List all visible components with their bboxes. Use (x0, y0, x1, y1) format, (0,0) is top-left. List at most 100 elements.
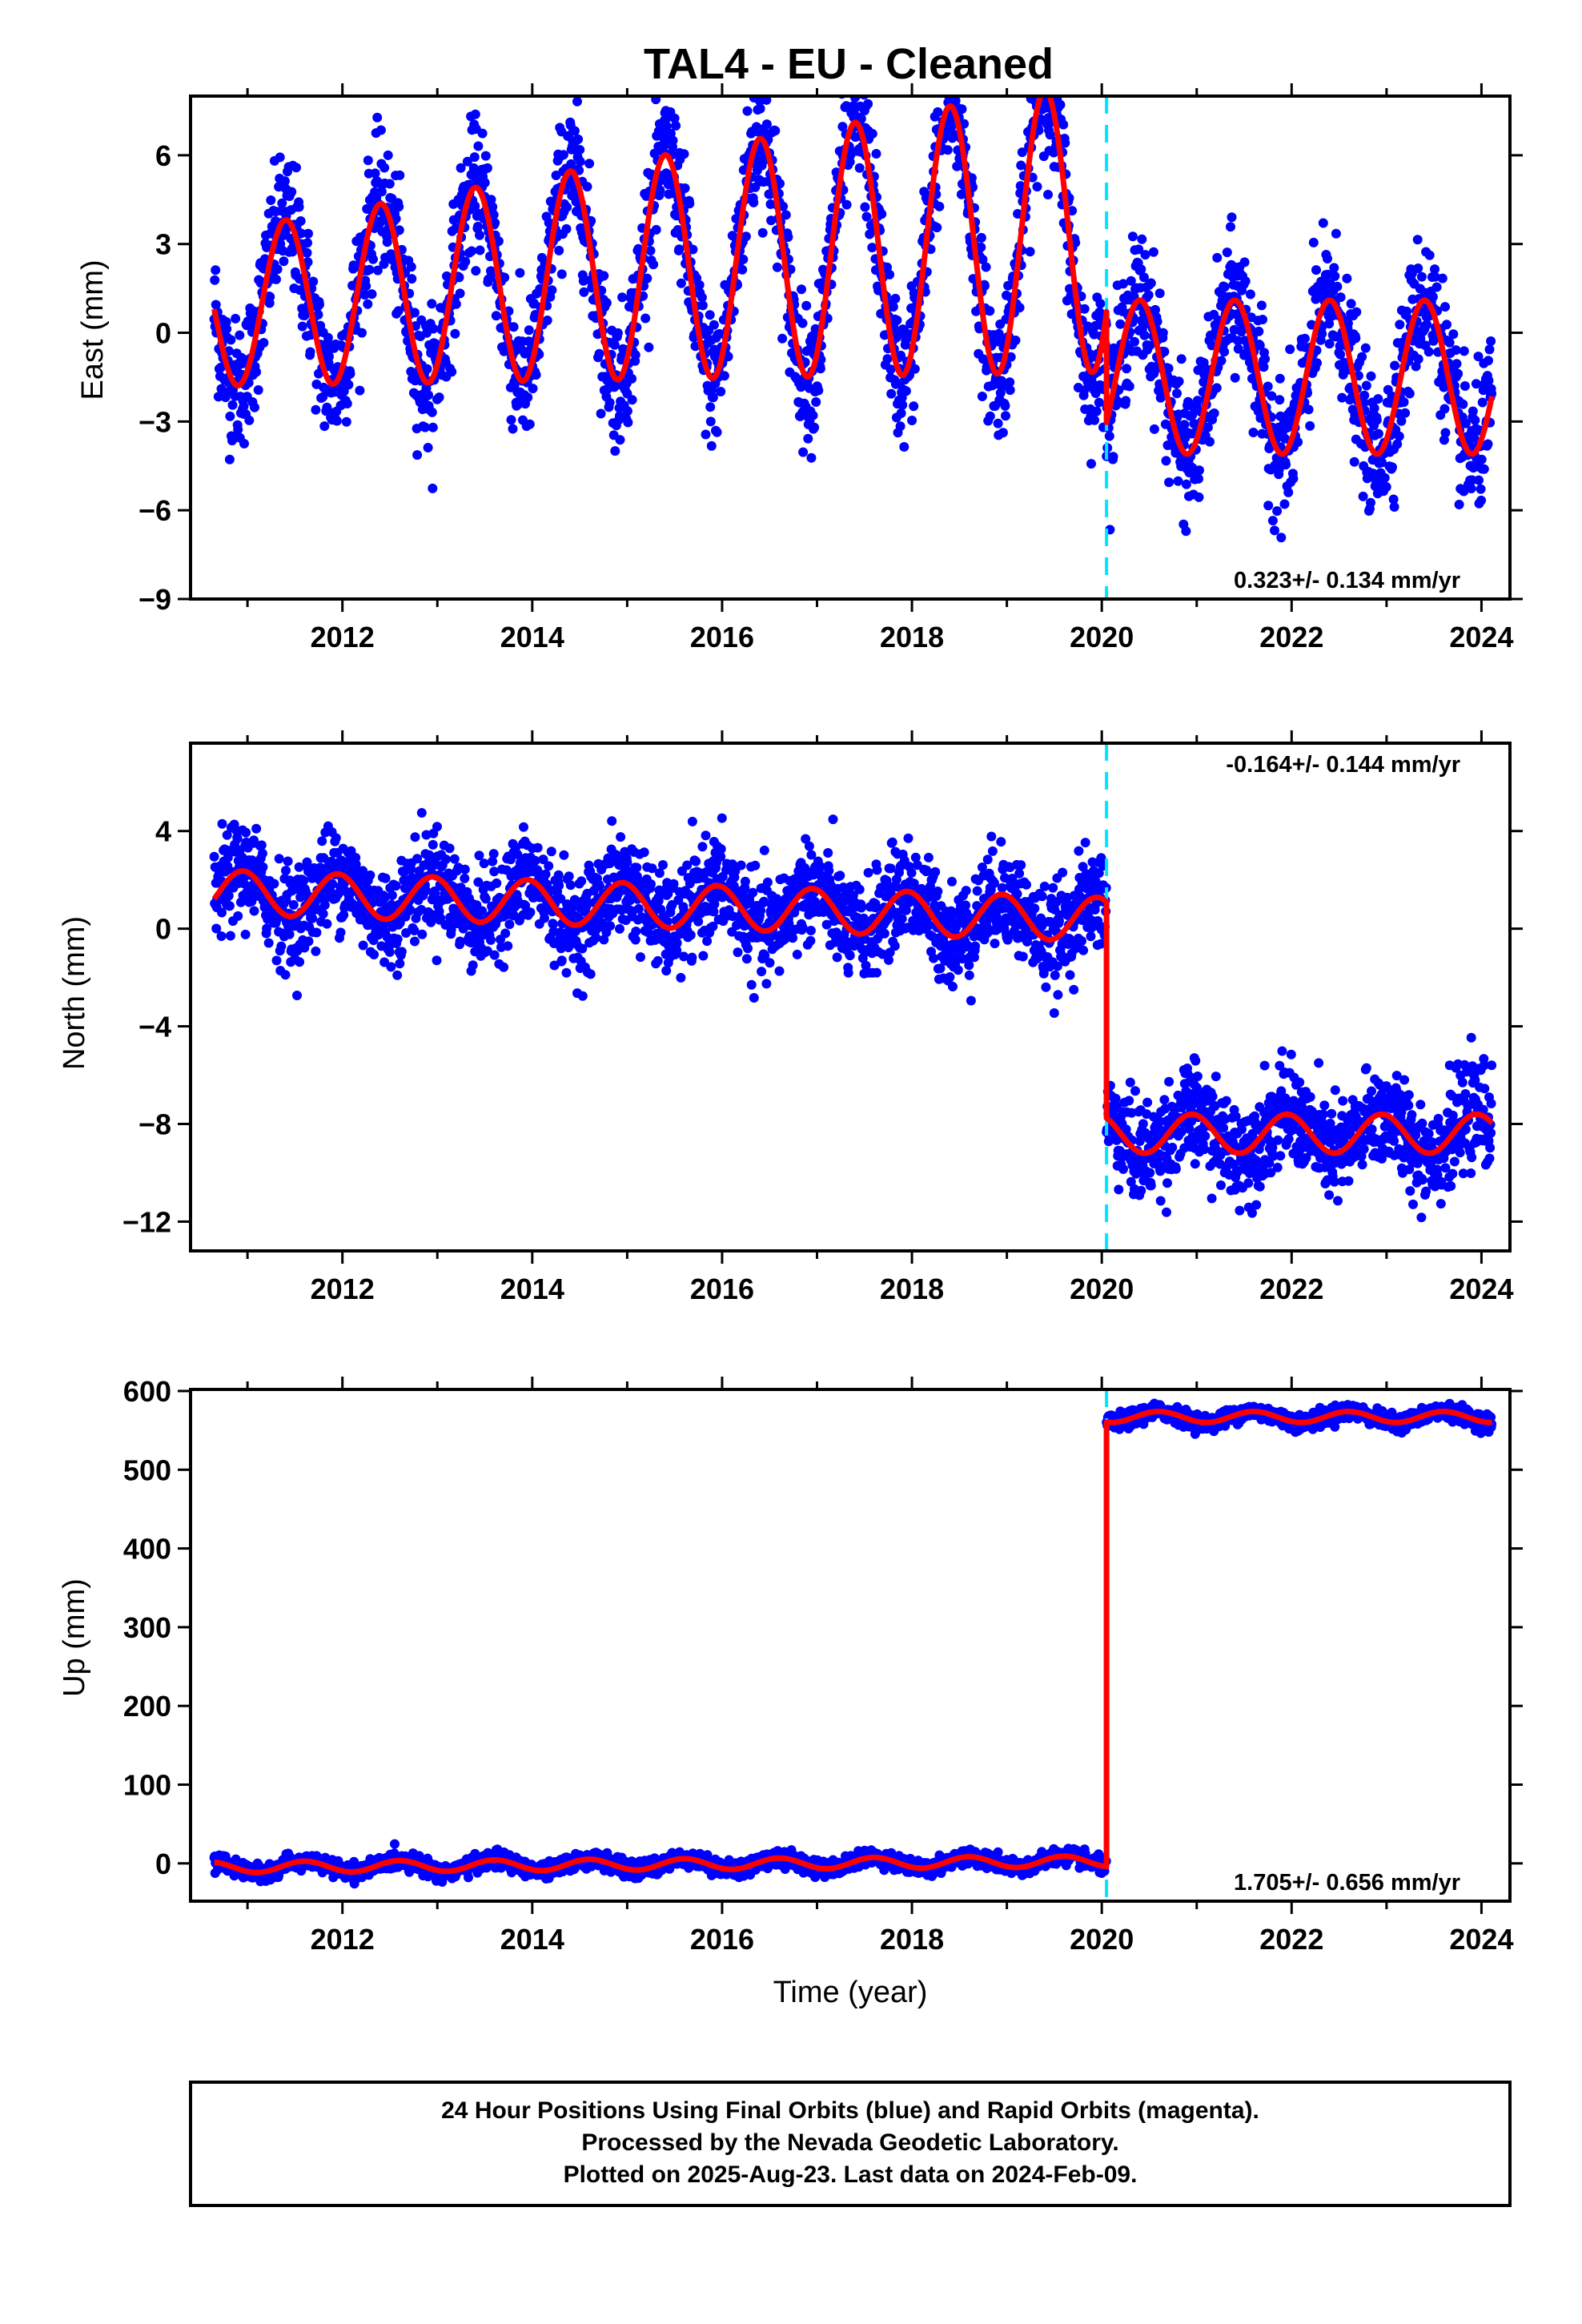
east-data-point (694, 279, 705, 290)
east-data-point (1470, 415, 1480, 425)
east-data-point (1476, 454, 1487, 464)
east-data-point (394, 225, 404, 235)
north-data-point (774, 966, 785, 976)
east-ytick-label: 6 (155, 139, 171, 172)
east-data-point (815, 364, 825, 374)
north-data-point (217, 907, 227, 918)
east-data-point (871, 149, 881, 159)
north-data-point (223, 891, 234, 901)
east-ylabel: East (mm) (76, 259, 110, 400)
east-data-point (250, 402, 259, 412)
east-data-point (1154, 288, 1165, 299)
east-data-point (899, 442, 909, 452)
north-data-point (387, 891, 397, 900)
east-data-point (719, 371, 729, 381)
east-data-point (1285, 344, 1295, 355)
east-xtick-label: 2014 (500, 621, 564, 653)
east-data-point (1137, 234, 1147, 244)
east-data-point (810, 324, 821, 334)
north-data-point (258, 862, 268, 872)
east-data-point (455, 288, 465, 299)
north-data-point (947, 876, 957, 887)
north-data-point (872, 967, 881, 978)
east-data-point (882, 262, 892, 272)
north-data-point (271, 955, 282, 966)
east-data-point (1459, 346, 1469, 356)
east-data-point (896, 408, 906, 418)
east-data-point (265, 292, 275, 302)
east-data-point (251, 367, 262, 377)
north-data-point (392, 934, 403, 944)
east-data-point (609, 340, 620, 350)
north-data-point (392, 970, 403, 980)
north-data-point (750, 860, 761, 870)
east-data-point (630, 350, 640, 360)
east-data-point (303, 228, 313, 239)
east-data-point (523, 392, 533, 403)
east-data-point (783, 232, 793, 242)
east-data-point (742, 106, 753, 116)
chart-title: TAL4 - EU - Cleaned (644, 40, 1054, 88)
north-data-point (488, 849, 499, 859)
east-data-point (488, 202, 498, 212)
east-data-point (1395, 320, 1405, 330)
north-data-point (687, 816, 697, 826)
north-data-point (479, 858, 489, 869)
east-data-point (1172, 388, 1182, 399)
east-data-point (1158, 328, 1168, 338)
north-data-point (805, 935, 816, 946)
north-data-point (748, 887, 758, 898)
east-data-point (480, 151, 491, 161)
east-data-point (1411, 361, 1421, 372)
east-data-point (296, 228, 307, 239)
east-data-point (981, 262, 991, 272)
east-data-point (716, 387, 726, 396)
east-data-point (761, 96, 772, 105)
east-data-point (233, 424, 243, 435)
east-data-point (655, 185, 665, 195)
east-data-point (554, 245, 564, 255)
east-data-point (1371, 415, 1382, 425)
east-data-point (302, 247, 312, 258)
east-data-point (456, 163, 466, 173)
east-data-point (1058, 119, 1069, 130)
east-data-point (934, 201, 945, 211)
north-data-point (504, 919, 515, 930)
east-data-point (357, 328, 367, 338)
east-data-point (1211, 383, 1222, 393)
east-data-point (424, 390, 434, 400)
east-data-point (1483, 439, 1493, 449)
east-data-point (1351, 307, 1362, 317)
north-data-point (805, 926, 816, 935)
east-data-point (1476, 484, 1486, 494)
east-data-point (697, 292, 707, 303)
east-data-point (947, 28, 957, 38)
east-data-point (1413, 354, 1423, 364)
east-data-point (1219, 282, 1230, 292)
north-data-point (216, 931, 227, 941)
east-data-point (410, 308, 420, 318)
east-data-point (475, 245, 485, 255)
north-data-point (380, 873, 391, 883)
east-data-point (423, 443, 433, 452)
north-data-point (554, 880, 564, 891)
east-data-point (431, 339, 441, 349)
north-data-point (225, 931, 235, 941)
east-data-point (708, 392, 718, 403)
east-data-point (1173, 476, 1183, 486)
east-data-point (1484, 376, 1494, 386)
east-data-point (1124, 381, 1134, 392)
east-data-point (1339, 357, 1349, 368)
north-data-point (544, 861, 554, 871)
north-data-point (417, 929, 428, 939)
north-data-point (288, 899, 299, 910)
east-data-point (1329, 263, 1339, 273)
east-data-point (1176, 354, 1186, 364)
east-data-point (811, 397, 821, 407)
east-data-point (1121, 396, 1131, 406)
east-data-point (1424, 250, 1435, 260)
east-data-point (860, 202, 870, 212)
north-data-point (249, 906, 259, 916)
east-data-point (428, 483, 438, 493)
